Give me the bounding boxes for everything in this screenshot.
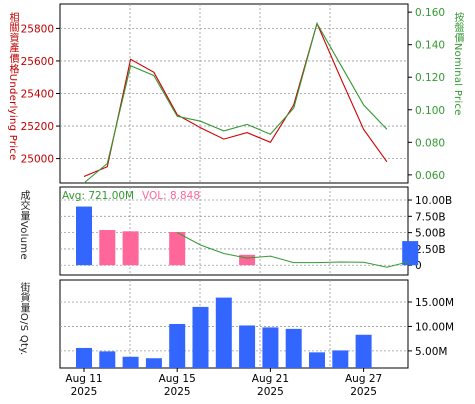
volume-bar — [122, 231, 139, 266]
volume-bar — [99, 230, 116, 266]
os-qty-bar — [169, 324, 186, 368]
underlying-price-tick-label: 25000 — [21, 154, 54, 166]
os-qty-bar — [355, 334, 372, 368]
x-axis-year-label: 2025 — [164, 386, 191, 398]
os-qty-bar — [285, 328, 302, 368]
volatility-line — [176, 232, 411, 268]
underlying-price-tick-label: 25600 — [21, 56, 54, 68]
os-qty-axis-label: 街貨量O/S Qty. — [18, 282, 29, 356]
os-qty-tick-label: 10.00M — [415, 321, 454, 333]
nominal-price-tick-label: 0.140 — [415, 40, 445, 52]
panel-frame-3 — [59, 279, 409, 369]
x-axis-year-label: 2025 — [350, 386, 377, 398]
underlying-price-axis-label: 相關資產價格Underlying Price — [7, 12, 18, 161]
os-qty-bar — [215, 297, 232, 368]
x-axis-date-label: Aug 21 — [252, 373, 289, 385]
os-qty-bar — [239, 325, 256, 368]
x-axis-year-label: 2025 — [71, 386, 98, 398]
average-volume-label: Avg: 721.00M — [62, 190, 134, 202]
underlying-price-tick-label: 25200 — [21, 121, 54, 133]
os-qty-bar — [76, 347, 92, 368]
volume-tick-label: 5.00B — [415, 228, 446, 240]
volume-tick-label: 0 — [415, 260, 422, 272]
x-axis-date-label: Aug 27 — [345, 373, 382, 385]
volume-tick-label: 7.50B — [415, 211, 446, 223]
x-axis-date-label: Aug 15 — [159, 373, 196, 385]
nominal-price-axis-label: 按盤價Nominal Price — [452, 12, 463, 116]
os-qty-bar — [192, 306, 209, 368]
nominal-price-tick-label: 0.060 — [415, 170, 445, 182]
underlying-price-line — [83, 21, 388, 178]
volume-bar — [169, 231, 186, 266]
os-qty-tick-label: 5.00M — [415, 346, 447, 358]
volatility-value-label: VOL: 8.848 — [142, 190, 200, 202]
underlying-price-tick-label: 25400 — [21, 89, 54, 101]
volume-bar — [76, 206, 92, 266]
volume-axis-label: 成交量Volume — [18, 190, 29, 260]
volume-bar — [402, 241, 419, 266]
nominal-price-tick-label: 0.100 — [415, 105, 445, 117]
volume-tick-label: 2.50B — [415, 244, 446, 256]
nominal-price-line — [83, 22, 388, 184]
x-axis-year-label: 2025 — [257, 386, 284, 398]
os-qty-tick-label: 15.00M — [415, 297, 454, 309]
os-qty-bar — [309, 352, 325, 368]
os-qty-bar — [262, 327, 279, 368]
panel-frame-2 — [59, 186, 409, 276]
os-qty-bar — [332, 350, 349, 368]
os-qty-bar — [122, 356, 139, 368]
underlying-price-tick-label: 25800 — [21, 23, 54, 35]
nominal-price-tick-label: 0.120 — [415, 72, 445, 84]
nominal-price-tick-label: 0.080 — [415, 137, 445, 149]
volume-bar — [239, 254, 256, 266]
nominal-price-tick-label: 0.160 — [415, 7, 445, 19]
os-qty-bar — [99, 351, 116, 368]
os-qty-bar — [145, 358, 162, 368]
x-axis-date-label: Aug 11 — [65, 373, 102, 385]
volume-tick-label: 10.00B — [415, 195, 452, 207]
